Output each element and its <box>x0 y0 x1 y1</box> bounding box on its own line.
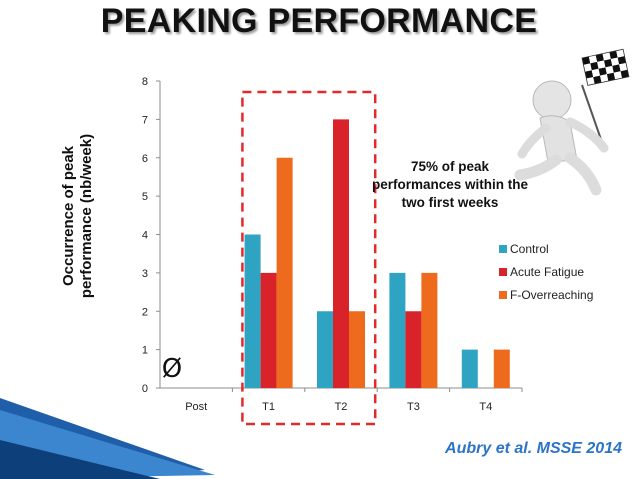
x-tick-label: T2 <box>335 401 348 413</box>
y-tick-label: 2 <box>142 306 148 318</box>
flag-square <box>610 57 620 66</box>
bar-f-overreaching-t3 <box>421 272 438 388</box>
flag-square <box>598 67 607 76</box>
flag-square <box>620 69 629 79</box>
bar-control-t1 <box>244 234 261 388</box>
bar-acute-fatigue-t2 <box>333 119 349 388</box>
flag-square <box>586 77 595 86</box>
flag-square <box>600 74 609 83</box>
bar-f-overreaching-t2 <box>349 311 365 388</box>
y-axis-title: Occurrence of peak performance (nb/week) <box>60 133 95 299</box>
x-tick-label: T1 <box>262 401 275 413</box>
flag-square <box>602 52 611 61</box>
flag-square <box>593 75 602 84</box>
bar-f-overreaching-t1 <box>276 157 293 388</box>
person-running-with-checkered-flag-icon <box>514 48 630 196</box>
bar-acute-fatigue-t1 <box>260 272 277 388</box>
flag-border <box>581 48 630 86</box>
bar-control-t4 <box>461 349 478 388</box>
y-tick-label: 3 <box>142 268 148 280</box>
flag-square <box>617 56 626 65</box>
no-data-symbol: Ø <box>162 354 182 384</box>
annotation-text: 75% of peak performances within the two … <box>371 159 529 210</box>
y-tick-label: 7 <box>142 114 148 126</box>
legend-swatch <box>499 291 507 299</box>
citation: Aubry et al. MSSE 2014 <box>445 440 622 457</box>
x-tick-label: Post <box>185 401 207 413</box>
flag-square <box>583 63 592 72</box>
flag-square <box>582 56 591 65</box>
bar-acute-fatigue-t3 <box>405 311 422 388</box>
legend-swatch <box>499 268 507 276</box>
legend-label: Acute Fatigue <box>510 265 584 279</box>
legend-label: F-Overreaching <box>510 288 593 302</box>
x-axis-ticks: Post T1 T2 T3 T4 <box>185 388 523 413</box>
flag-square <box>609 50 618 60</box>
flag-square <box>616 49 625 58</box>
flag-square <box>595 53 604 62</box>
y-tick-label: 6 <box>142 153 148 165</box>
flag-square <box>591 68 601 78</box>
flag-square <box>590 61 599 71</box>
flag-square <box>613 71 623 80</box>
legend: Control Acute Fatigue F-Overreaching <box>499 242 593 302</box>
y-tick-label: 0 <box>142 383 148 395</box>
flag-square <box>603 59 613 68</box>
bars <box>244 119 510 388</box>
decorative-swoosh <box>0 398 215 479</box>
x-tick-label: T4 <box>479 401 492 413</box>
legend-label: Control <box>510 242 549 256</box>
bar-f-overreaching-t4 <box>493 349 510 388</box>
flag-square <box>588 55 598 64</box>
bar-control-t3 <box>389 272 406 388</box>
slide-title: PEAKING PERFORMANCE <box>100 2 538 40</box>
y-tick-label: 5 <box>142 191 148 203</box>
flag-square <box>612 64 621 73</box>
flag-square <box>597 60 606 69</box>
highlight-box <box>241 90 377 426</box>
x-tick-label: T3 <box>407 401 420 413</box>
flag-square <box>619 62 628 72</box>
flag-square <box>605 65 614 75</box>
legend-swatch <box>499 245 507 253</box>
bar-control-t2 <box>317 311 333 388</box>
y-tick-label: 8 <box>142 76 148 88</box>
y-tick-label: 1 <box>142 345 148 357</box>
flag-square <box>584 70 594 79</box>
y-axis-ticks: 0 1 2 3 4 5 6 7 8 <box>142 76 160 395</box>
y-tick-label: 4 <box>142 230 148 242</box>
flag-square <box>606 72 616 82</box>
